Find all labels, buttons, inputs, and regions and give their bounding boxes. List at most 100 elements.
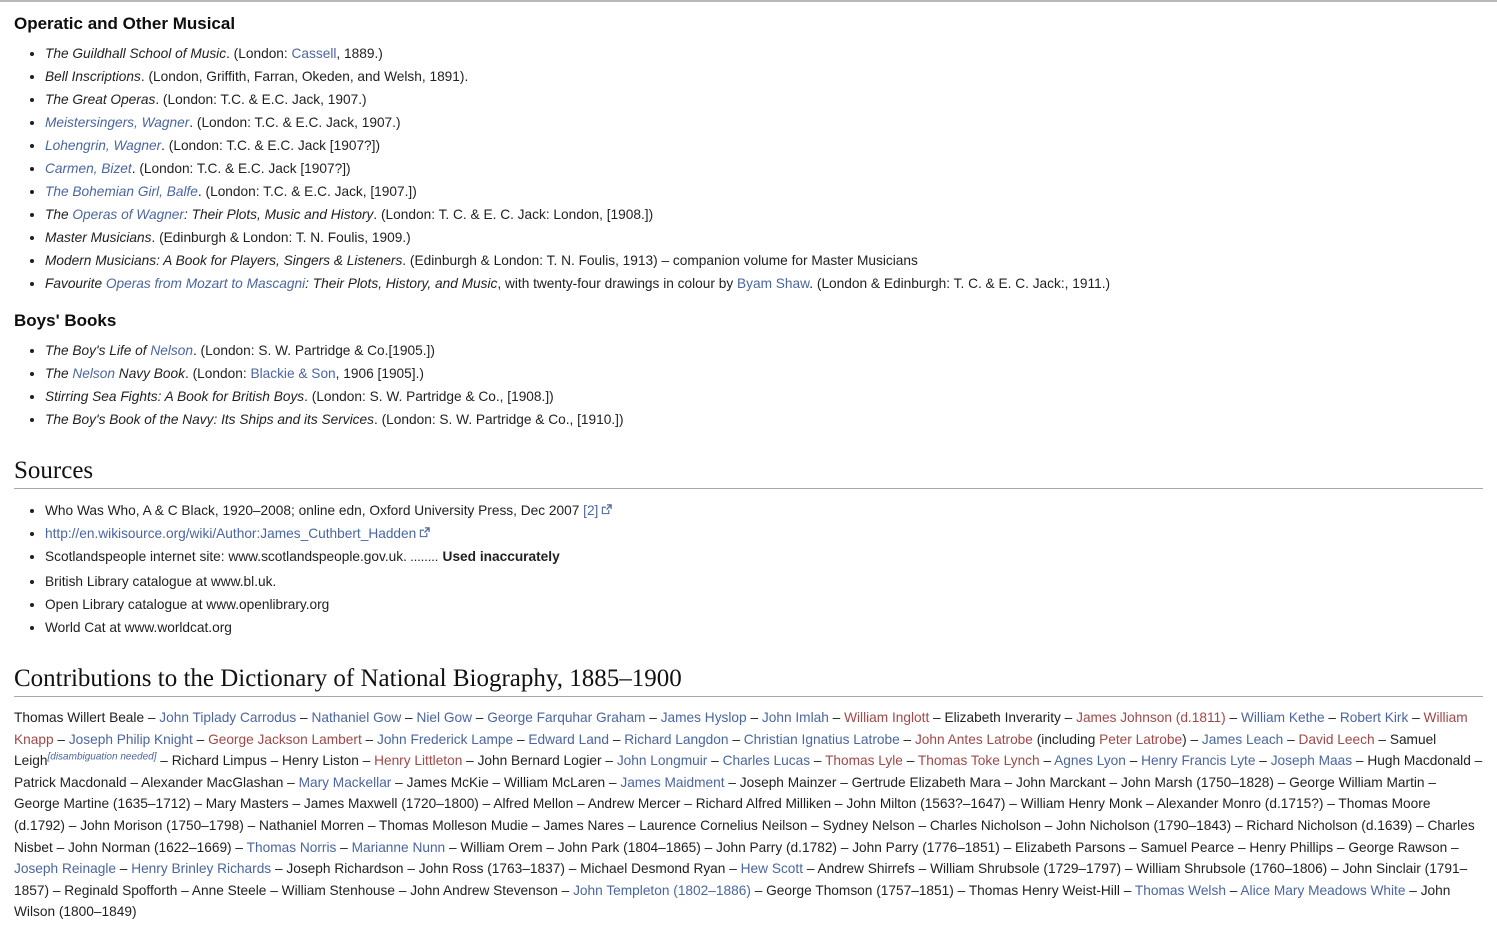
boys-book-list: The Boy's Life of Nelson. (London: S. W.… — [14, 339, 1483, 431]
name-separator: – — [700, 839, 717, 855]
name-separator: – — [1121, 861, 1137, 877]
list-item: The Boy's Book of the Navy: Its Ships an… — [45, 408, 1483, 431]
text-run: . (London: T. C. & E. C. Jack: London, [… — [373, 207, 654, 222]
red-link[interactable]: Peter Latrobe — [1099, 731, 1183, 747]
name-separator: – — [542, 839, 558, 855]
wiki-link[interactable]: George Farquhar Graham — [487, 710, 646, 725]
wiki-link[interactable]: Christian Ignatius Latrobe — [743, 731, 900, 747]
wiki-link[interactable]: Operas of Wagner — [72, 207, 184, 222]
list-item: The Nelson Navy Book. (London: Blackie &… — [45, 362, 1483, 385]
name-separator: – — [472, 710, 488, 725]
wiki-link[interactable]: Charles Lucas — [722, 753, 811, 769]
wiki-link[interactable]: Carmen, Bizet — [45, 161, 132, 176]
text-run: . (London, Griffith, Farran, Okeden, and… — [140, 69, 469, 84]
name-separator: – — [1352, 753, 1368, 769]
wiki-link[interactable]: Nelson — [72, 366, 115, 381]
wiki-link[interactable]: Hew Scott — [740, 861, 804, 877]
wiki-link[interactable]: Thomas Welsh — [1134, 882, 1226, 898]
text-run: (including — [1032, 731, 1100, 747]
text-run: John Milton (1563?–1647) — [846, 796, 1006, 812]
name-separator: – — [358, 753, 375, 769]
wiki-link[interactable]: James Leach — [1201, 731, 1284, 747]
name-separator: – — [1186, 731, 1202, 747]
external-link-icon[interactable] — [419, 527, 431, 538]
italic-title-text: Master Musicians — [45, 230, 152, 245]
wiki-link[interactable]: Joseph Philip Knight — [68, 731, 193, 747]
wiki-link[interactable]: John Tiplady Carrodus — [159, 710, 297, 725]
text-run: Elizabeth Parsons — [1015, 839, 1126, 855]
name-separator: – — [914, 817, 930, 833]
name-separator: – — [1060, 710, 1077, 725]
wiki-link[interactable]: William Kethe — [1240, 710, 1325, 725]
wiki-link[interactable]: Joseph Reinagle — [14, 861, 116, 877]
wiki-link[interactable]: http://en.wikisource.org/wiki/Author:Jam… — [45, 526, 417, 541]
wiki-link[interactable]: Henry Brinley Richards — [131, 861, 272, 877]
text-run: Thomas Henry Weist-Hill — [968, 882, 1120, 898]
text-run: James Nares — [543, 817, 624, 833]
name-separator: – — [1125, 839, 1141, 855]
wiki-link[interactable]: Byam Shaw — [737, 276, 810, 291]
external-link-icon[interactable] — [601, 504, 613, 515]
name-separator: – — [1040, 817, 1057, 833]
list-item: Lohengrin, Wagner. (London: T.C. & E.C. … — [45, 134, 1483, 157]
name-separator: – — [1225, 710, 1241, 725]
wiki-link[interactable]: [2] — [583, 503, 599, 518]
text-run: Alfred Mellon — [493, 796, 574, 812]
list-item: The Guildhall School of Music. (London: … — [45, 42, 1483, 65]
wiki-link[interactable]: Cassell — [291, 46, 337, 61]
red-link[interactable]: William Inglott — [844, 710, 930, 725]
wiki-link[interactable]: John Frederick Lampe — [376, 731, 514, 747]
wiki-link[interactable]: Blackie & Son — [250, 366, 336, 381]
wiki-link[interactable]: James Maidment — [620, 774, 725, 790]
name-separator: – — [403, 861, 419, 877]
wiki-link[interactable]: John Imlah — [761, 710, 829, 725]
wiki-link[interactable]: John Templeton (1802–1886) — [573, 882, 751, 898]
wiki-link[interactable]: Operas from Mozart to Mascagni — [105, 276, 306, 291]
text-run: James Maxwell (1720–1800) — [303, 796, 479, 812]
wiki-link[interactable]: Niel Gow — [416, 710, 472, 725]
wiki-link[interactable]: Joseph Maas — [1270, 753, 1353, 769]
text-run: Reginald Spofforth — [64, 882, 178, 898]
list-item: Stirring Sea Fights: A Book for British … — [45, 385, 1483, 408]
red-link[interactable]: Henry Littleton — [374, 753, 463, 769]
wiki-link[interactable]: Thomas Norris — [246, 839, 337, 855]
list-item: Scotlandspeople internet site: www.scotl… — [45, 545, 1483, 570]
wiki-link[interactable]: Nelson — [150, 343, 193, 358]
name-separator: – — [605, 774, 621, 790]
wiki-link[interactable]: The Bohemian Girl, Balfe — [45, 184, 198, 199]
wiki-link[interactable]: Nathaniel Gow — [311, 710, 402, 725]
name-separator: – — [478, 796, 494, 812]
wiki-link[interactable]: John Longmuir — [616, 753, 708, 769]
text-run: William Shrubsole (1760–1806) — [1136, 861, 1328, 877]
red-link[interactable]: George Jackson Lambert — [208, 731, 362, 747]
wiki-link[interactable]: Marianne Nunn — [351, 839, 446, 855]
wiki-link[interactable]: James Hyslop — [660, 710, 747, 725]
red-link[interactable]: James Johnson (d.1811) — [1076, 710, 1226, 725]
italic-title-text: Favourite — [45, 276, 106, 291]
name-separator: – — [1142, 796, 1157, 812]
wiki-link[interactable]: Robert Kirk — [1339, 710, 1409, 725]
wiki-link[interactable]: Edward Land — [528, 731, 610, 747]
name-separator: – — [1283, 731, 1299, 747]
italic-title-text: : Their Plots, History, and Music — [305, 276, 498, 291]
wiki-link[interactable]: Alice Mary Meadows White — [1240, 882, 1406, 898]
name-separator: – — [573, 796, 588, 812]
wiki-link[interactable]: Lohengrin, Wagner — [45, 138, 162, 153]
red-link[interactable]: David Leech — [1298, 731, 1375, 747]
red-link[interactable]: Thomas Lyle — [825, 753, 903, 769]
text-run: George William Martin — [1289, 774, 1425, 790]
name-separator: – — [1412, 817, 1428, 833]
wiki-link[interactable]: Agnes Lyon — [1054, 753, 1126, 769]
name-separator: – — [336, 839, 352, 855]
name-separator: – — [680, 796, 696, 812]
disambiguation-needed-superscript[interactable]: [disambiguation needed] — [47, 751, 157, 763]
text-run: , 1889.) — [336, 46, 383, 61]
wiki-link[interactable]: Henry Francis Lyte — [1141, 753, 1256, 769]
red-link[interactable]: William Knapp — [14, 710, 1468, 747]
red-link[interactable]: John Antes Latrobe — [914, 731, 1033, 747]
wiki-link[interactable]: Meistersingers, Wagner — [45, 115, 190, 130]
red-link[interactable]: Thomas Toke Lynch — [917, 753, 1040, 769]
wiki-link[interactable]: Richard Langdon — [624, 731, 729, 747]
text-run: Samuel Leigh[disambiguation needed] — [14, 731, 1437, 769]
wiki-link[interactable]: Mary Mackellar — [298, 774, 392, 790]
